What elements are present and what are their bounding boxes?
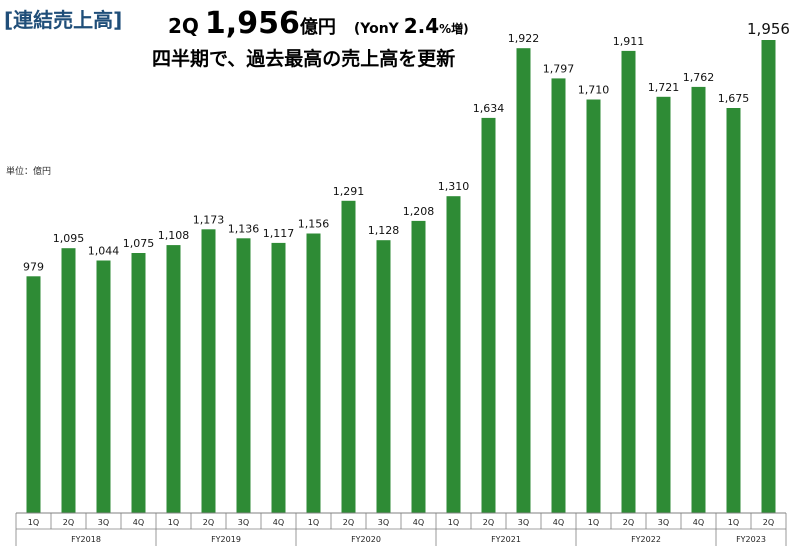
quarter-tick-label: 3Q [238,518,249,527]
bar-value-label: 1,156 [298,218,330,231]
bar-value-label: 1,108 [158,229,190,242]
bar-value-label: 979 [23,260,44,273]
quarter-tick-label: 4Q [693,518,704,527]
quarter-tick-label: 2Q [203,518,214,527]
fiscal-year-label: FY2022 [631,535,661,544]
bar-value-label: 1,797 [543,62,575,75]
headline-yoy-open: (YonY [353,21,404,37]
quarter-tick-label: 4Q [273,518,284,527]
headline: 2Q 1,956億円 (YonY 2.4%増) [168,6,469,41]
bar-value-label: 1,956 [747,20,790,38]
bar [621,50,636,514]
quarter-tick-label: 3Q [518,518,529,527]
fiscal-year-label: FY2020 [351,535,381,544]
chart-subtitle: 四半期で、過去最高の売上高を更新 [152,48,456,70]
unit-note: 単位：億円 [6,167,52,177]
bar-value-label: 1,173 [193,213,225,226]
bar [411,220,426,513]
quarter-tick-label: 1Q [588,518,599,527]
quarter-tick-label: 4Q [413,518,424,527]
quarter-tick-label: 4Q [133,518,144,527]
headline-amount: 1,956 [204,6,300,41]
bar [376,240,391,513]
bar [726,108,741,513]
bar-value-label: 1,117 [263,227,295,240]
quarter-tick-label: 2Q [763,518,774,527]
quarter-tick-label: 4Q [553,518,564,527]
quarter-tick-label: 1Q [308,518,319,527]
bar [481,117,496,514]
bar [96,260,111,513]
headline-amount-unit: 億円 [299,17,336,38]
bar-value-label: 1,675 [718,92,750,105]
bar [131,253,146,513]
bar [446,196,461,513]
bar-value-label: 1,095 [53,232,85,245]
bar [691,86,706,514]
quarter-tick-label: 1Q [728,518,739,527]
fiscal-year-label: FY2023 [736,535,766,544]
quarter-tick-label: 2Q [343,518,354,527]
headline-quarter: 2Q [168,14,199,38]
bar [166,245,181,513]
bar-value-label: 1,710 [578,84,610,97]
bar [201,229,216,514]
quarter-tick-label: 2Q [63,518,74,527]
bar [761,40,776,513]
bar-value-label: 1,634 [473,102,505,115]
quarter-tick-label: 2Q [483,518,494,527]
bar [551,78,566,514]
category-axis: 1Q 2Q 3Q 4Q 1Q 2Q 3Q 4Q 1Q 2Q 3Q 4Q 1Q 2Q 3Q 4Q 1Q 2Q 3Q 4Q… [15,512,787,546]
bar [236,238,251,514]
quarter-tick-label: 3Q [658,518,669,527]
bar-value-label: 1,922 [508,32,540,45]
quarter-tick-label: 1Q [28,518,39,527]
quarter-tick-label: 2Q [623,518,634,527]
quarter-tick-label: 3Q [98,518,109,527]
quarter-tick-label: 3Q [378,518,389,527]
bar-value-label: 1,136 [228,222,260,235]
fiscal-year-label: FY2018 [71,535,101,544]
bar [306,233,321,513]
bar-value-label: 1,911 [613,35,645,48]
bar-value-label: 1,310 [438,180,470,193]
bar [341,200,356,514]
bar-value-label: 1,208 [403,205,435,218]
bar-value-label: 1,721 [648,81,680,94]
headline-yoy: (YonY 2.4%増) [353,14,469,38]
bars-layer [26,40,776,514]
bar-value-label: 1,128 [368,224,400,237]
headline-yoy-unit: %増) [439,22,469,36]
bar [26,276,41,513]
bar [271,242,286,513]
chart-tag: [連結売上高] [4,8,123,32]
bar-value-label: 1,291 [333,185,365,198]
bar-value-label: 1,762 [683,71,715,84]
bar-value-label: 1,044 [88,245,120,258]
quarter-tick-label: 1Q [168,518,179,527]
bar-value-label: 1,075 [123,237,155,250]
bar [61,248,76,513]
bar [516,48,531,513]
quarter-tick-label: 1Q [448,518,459,527]
bar [586,99,601,513]
fiscal-year-label: FY2021 [491,535,521,544]
headline-yoy-value: 2.4 [403,14,440,38]
bar [656,96,671,514]
fiscal-year-label: FY2019 [211,535,241,544]
